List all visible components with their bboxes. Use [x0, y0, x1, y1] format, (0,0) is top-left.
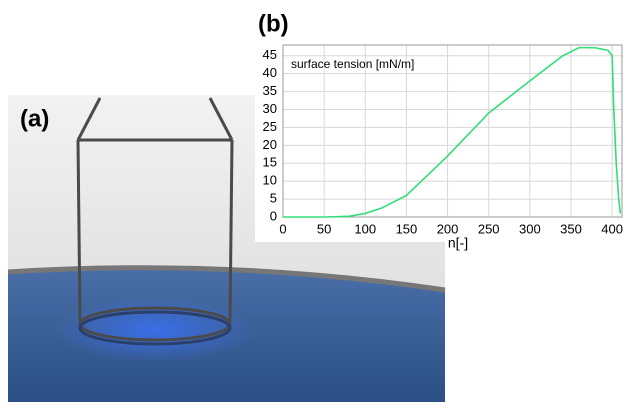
- y-tick-label: 45: [263, 47, 277, 62]
- x-tick-label: 50: [317, 221, 331, 236]
- chart-panel: [255, 38, 626, 242]
- x-tick-label: 0: [279, 221, 286, 236]
- x-tick-label: 350: [560, 221, 582, 236]
- x-axis-label: n[-]: [448, 235, 468, 251]
- panel-label: (b): [258, 10, 289, 37]
- x-tick-label: 250: [478, 221, 500, 236]
- y-tick-label: 20: [263, 137, 277, 152]
- y-tick-label: 15: [263, 155, 277, 170]
- panel-label: (a): [20, 105, 49, 132]
- x-tick-label: 300: [519, 221, 541, 236]
- x-tick-label: 200: [437, 221, 459, 236]
- y-tick-label: 0: [270, 208, 277, 223]
- data-line: [283, 46, 622, 218]
- y-tick-label: 5: [270, 191, 277, 206]
- x-tick-label: 150: [396, 221, 418, 236]
- x-tick-label: 100: [354, 221, 376, 236]
- y-tick-label: 25: [263, 119, 277, 134]
- x-tick-label: 400: [601, 221, 623, 236]
- y-tick-label: 30: [263, 101, 277, 116]
- y-tick-label: 10: [263, 173, 277, 188]
- annotation: surface tension [mN/m]: [291, 57, 414, 71]
- y-tick-label: 35: [263, 83, 277, 98]
- plot-frame: [282, 44, 623, 218]
- y-tick-label: 40: [263, 65, 277, 80]
